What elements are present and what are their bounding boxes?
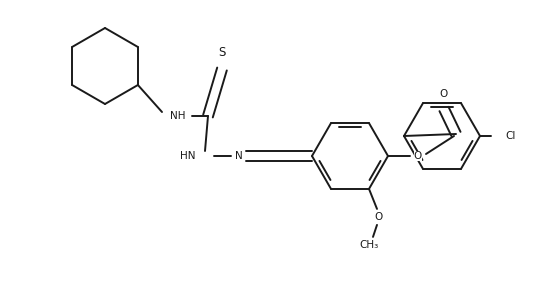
Text: CH₃: CH₃: [359, 240, 379, 250]
Text: O: O: [414, 151, 422, 161]
Text: O: O: [440, 89, 448, 99]
Text: N: N: [235, 151, 243, 161]
Text: NH: NH: [170, 111, 186, 121]
Text: Cl: Cl: [505, 131, 515, 141]
Text: O: O: [375, 212, 383, 222]
Text: S: S: [218, 46, 226, 59]
Text: HN: HN: [181, 151, 196, 161]
